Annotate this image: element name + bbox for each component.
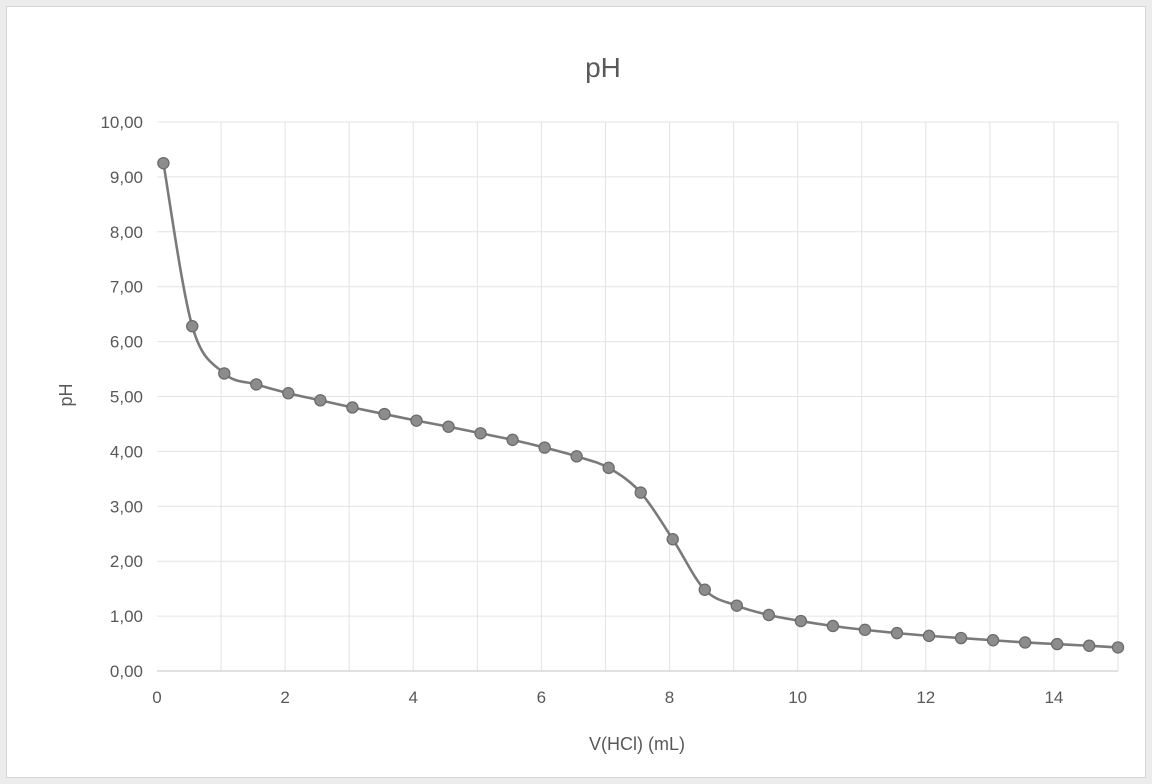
data-point: [186, 320, 199, 333]
y-axis-label: pH: [56, 383, 76, 406]
data-point: [794, 614, 808, 628]
data-point: [602, 461, 615, 475]
data-point: [922, 629, 936, 643]
y-tick-label: 2,00: [110, 552, 143, 571]
data-point: [1050, 637, 1064, 651]
y-tick-label: 3,00: [110, 497, 143, 516]
data-point: [442, 420, 455, 433]
data-point: [282, 387, 295, 400]
x-tick-label: 10: [788, 688, 807, 707]
data-point: [858, 623, 872, 637]
y-tick-label: 8,00: [110, 223, 143, 242]
data-point: [954, 631, 968, 645]
data-point: [314, 394, 327, 407]
x-tick-label: 0: [152, 688, 161, 707]
grid-lines: [157, 121, 1119, 671]
data-points: [157, 156, 1125, 654]
data-point: [890, 626, 904, 640]
y-tick-labels: 0,00 1,00 2,00 3,00 4,00 5,00 6,00 7,00 8,00 9,00…: [100, 113, 143, 681]
data-point: [157, 156, 170, 170]
data-point: [666, 533, 679, 546]
data-point: [1018, 636, 1032, 649]
data-point: [378, 407, 391, 421]
y-tick-label: 9,00: [110, 168, 143, 187]
data-point: [570, 450, 583, 463]
y-tick-label: 0,00: [110, 662, 143, 681]
data-point: [986, 634, 1000, 647]
data-point: [634, 486, 647, 499]
x-tick-label: 2: [280, 688, 289, 707]
chart-title: pH: [585, 52, 621, 83]
data-point: [762, 608, 776, 622]
data-point: [1111, 641, 1125, 654]
chart-area: [6, 6, 1146, 778]
data-point: [1082, 639, 1096, 652]
titration-curve: [162, 162, 1119, 649]
data-point: [698, 583, 711, 596]
y-tick-label: 7,00: [110, 278, 143, 297]
x-tick-labels: 0 2 4 6 8 10 12 14: [152, 688, 1063, 707]
x-axis-label: V(HCl) (mL): [589, 734, 685, 754]
data-point: [506, 433, 519, 447]
y-tick-label: 6,00: [110, 333, 143, 352]
x-tick-label: 4: [409, 688, 418, 707]
x-tick-label: 12: [916, 688, 935, 707]
y-tick-label: 4,00: [110, 442, 143, 461]
data-point: [346, 401, 359, 414]
data-point: [826, 619, 840, 633]
y-tick-label: 10,00: [100, 113, 143, 132]
x-tick-label: 14: [1044, 688, 1063, 707]
data-point: [538, 441, 551, 454]
x-tick-label: 8: [665, 688, 674, 707]
x-tick-label: 6: [537, 688, 546, 707]
data-point: [218, 367, 231, 380]
data-point: [410, 414, 423, 427]
data-point: [474, 427, 487, 440]
data-point: [730, 599, 744, 612]
y-tick-label: 1,00: [110, 607, 143, 626]
data-point: [250, 378, 263, 391]
y-tick-label: 5,00: [110, 388, 143, 407]
